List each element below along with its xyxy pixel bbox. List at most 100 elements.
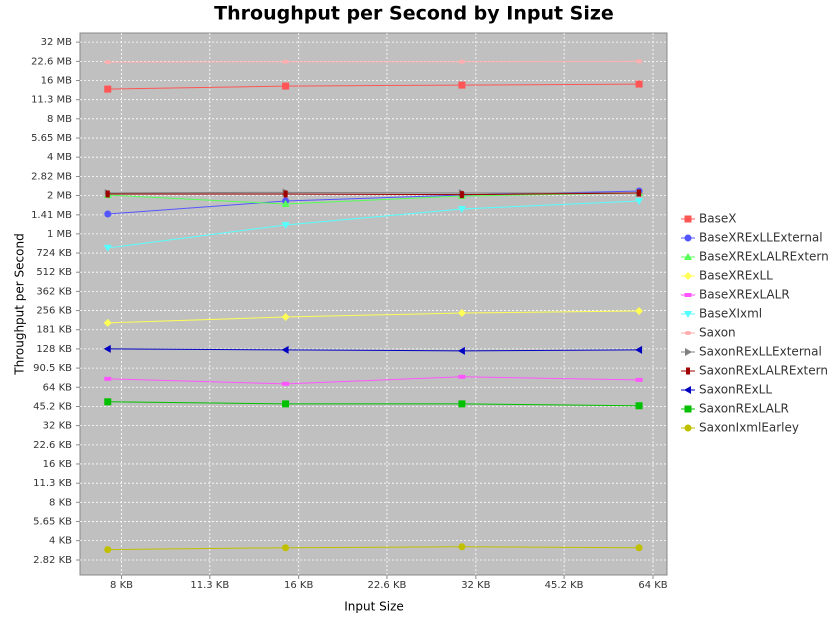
marker (282, 59, 290, 64)
marker (283, 190, 288, 198)
marker (281, 312, 290, 321)
marker (459, 191, 464, 199)
legend-item: SaxonRExLLExternal (681, 345, 822, 359)
x-tick-label: 11.3 KB (190, 580, 229, 591)
series-line (107, 191, 640, 194)
chart-title: Throughput per Second by Input Size (214, 3, 614, 25)
legend-label: BaseXRExLALRExternal (699, 250, 828, 264)
y-tick-label: 128 KB (36, 344, 72, 355)
marker (635, 197, 644, 205)
legend-label: SaxonRExLLExternal (699, 345, 822, 359)
series-line (107, 60, 640, 63)
series-line (107, 192, 640, 196)
marker (457, 346, 465, 355)
y-tick-label: 362 KB (36, 286, 72, 297)
marker (684, 234, 692, 242)
marker (104, 376, 112, 381)
y-tick-label: 11.3 MB (31, 95, 72, 106)
legend-label: BaseXIxml (699, 307, 762, 321)
y-tick-label: 32 KB (43, 421, 72, 432)
marker (458, 59, 466, 64)
marker (635, 345, 643, 354)
legend-item: SaxonRExLALRExternal (681, 364, 828, 378)
legend-item: SaxonRExLALR (681, 402, 789, 416)
y-tick-label: 5.65 KB (33, 517, 72, 528)
marker (103, 344, 111, 353)
marker (684, 331, 692, 335)
y-tick-label: 1.41 MB (31, 210, 72, 221)
y-tick-label: 4 MB (47, 152, 72, 163)
legend-item: BaseXIxml (681, 307, 762, 321)
y-tick-label: 8 KB (49, 497, 72, 508)
marker (635, 306, 644, 315)
marker (684, 293, 692, 297)
legend-label: BaseXRExLALR (699, 288, 790, 302)
y-tick-label: 32 MB (41, 37, 73, 48)
series-line (107, 83, 640, 90)
y-tick-label: 512 KB (36, 267, 72, 278)
y-tick-label: 2.82 MB (31, 171, 72, 182)
marker (684, 424, 692, 432)
series-line (107, 348, 640, 352)
marker (458, 543, 466, 551)
marker (637, 189, 642, 197)
marker (684, 215, 692, 223)
marker (282, 544, 290, 552)
marker (281, 345, 289, 354)
series-line (107, 310, 640, 324)
legend-label: Saxon (699, 326, 736, 340)
y-tick-label: 8 MB (47, 114, 72, 125)
y-tick-label: 724 KB (36, 248, 72, 259)
marker (635, 80, 643, 88)
legend-item: SaxonRExLL (681, 383, 772, 397)
series-line (107, 200, 640, 249)
legend-label: SaxonIxmlEarley (699, 421, 799, 435)
marker (282, 82, 290, 90)
legend-label: SaxonRExLALR (699, 402, 789, 416)
y-tick-label: 64 KB (43, 382, 72, 393)
y-tick-label: 2 MB (47, 191, 72, 202)
marker (635, 59, 643, 64)
series-line (107, 546, 640, 551)
x-axis-title: Input Size (344, 600, 404, 614)
marker (282, 381, 290, 386)
y-tick-label: 22.6 MB (31, 56, 72, 67)
legend-item: BaseX (681, 212, 736, 226)
marker (104, 398, 112, 406)
x-tick-label: 32 KB (461, 580, 490, 591)
marker (684, 405, 692, 413)
y-tick-label: 1 MB (47, 229, 72, 240)
x-tick-label: 16 KB (284, 580, 313, 591)
legend-label: SaxonRExLL (699, 383, 772, 397)
legend-item: BaseXRExLLExternal (681, 231, 823, 245)
plot-area (79, 32, 668, 576)
marker (281, 199, 290, 207)
legend-item: BaseXRExLALR (681, 288, 790, 302)
marker (104, 210, 112, 218)
marker (635, 377, 643, 382)
marker (103, 244, 112, 252)
marker (457, 308, 466, 317)
y-tick-label: 22.6 KB (33, 440, 72, 451)
legend-label: BaseXRExLLExternal (699, 231, 823, 245)
marker (457, 205, 466, 213)
x-tick-label: 64 KB (638, 580, 667, 591)
marker (104, 60, 112, 65)
marker (458, 81, 466, 89)
y-tick-label: 2.82 KB (33, 555, 72, 566)
marker (105, 190, 110, 198)
marker (635, 402, 643, 410)
marker (684, 311, 692, 318)
series-line (107, 192, 640, 205)
marker (458, 374, 466, 379)
y-tick-label: 256 KB (36, 306, 72, 317)
marker (282, 400, 290, 408)
y-axis-title: Throughput per Second (13, 233, 27, 375)
marker (635, 544, 643, 552)
y-tick-label: 45.2 KB (33, 401, 72, 412)
y-tick-label: 4 KB (49, 536, 72, 547)
x-tick-label: 22.6 KB (368, 580, 407, 591)
marker (281, 221, 290, 229)
y-tick-label: 5.65 MB (31, 133, 72, 144)
marker (684, 386, 691, 394)
